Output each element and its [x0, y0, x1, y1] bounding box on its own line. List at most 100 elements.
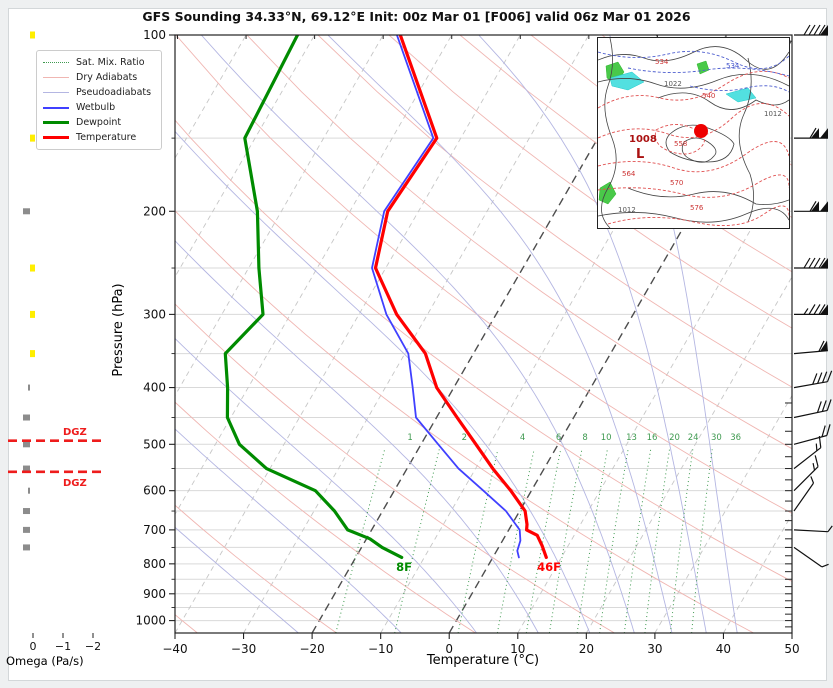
map-contour-label: 564	[622, 170, 636, 178]
barb-pennant	[820, 128, 828, 139]
isotherm	[175, 35, 521, 633]
dry-adiabat	[246, 35, 792, 450]
y-tick-label: 700	[143, 523, 166, 537]
omega-marker-gray	[23, 441, 30, 448]
temperature-curve	[373, 35, 548, 559]
barb-full	[826, 424, 831, 436]
pseudoadiabat	[200, 35, 635, 633]
map-contour-label: 1012	[764, 110, 782, 118]
isotherm	[243, 35, 590, 633]
omega-panel: 0 −1 −2	[8, 31, 102, 653]
map-precip-cyan	[609, 71, 757, 103]
y-tick-label: 400	[143, 381, 166, 395]
legend-swatch	[43, 106, 69, 109]
barb-staff	[793, 434, 827, 445]
tick-labels: −40 −30 −20 −10 0 10 20 30 40 50 100 200 300 400 500 60…	[135, 28, 799, 656]
wind-barb	[793, 399, 832, 419]
x-tick-label: 40	[716, 642, 731, 656]
barb-full	[813, 304, 821, 315]
y-tick-label: 300	[143, 307, 166, 321]
wind-barb	[794, 257, 828, 269]
wind-barb	[794, 24, 828, 36]
barb-half	[827, 525, 833, 533]
legend-item: Sat. Mix. Ratio	[43, 55, 155, 70]
dry-adiabat	[175, 401, 476, 633]
pseudoadiabat	[0, 35, 38, 633]
map-blue-contours	[598, 50, 789, 93]
omega-marker-yellow	[30, 31, 35, 39]
y-tick-label: 100	[143, 28, 166, 42]
chart-title: GFS Sounding 34.33°N, 69.12°E Init: 00z …	[142, 9, 691, 24]
x-tick-label: −10	[368, 642, 393, 656]
legend-swatch	[43, 136, 69, 139]
omega-axis-label: Omega (Pa/s)	[6, 654, 84, 668]
map-contour-label: 558	[674, 140, 687, 148]
mixing-ratio-line	[691, 449, 713, 633]
map-low-value: 1008	[629, 134, 657, 145]
isotherm	[175, 35, 384, 397]
barb-full	[809, 200, 817, 212]
map-contour-label: 576	[690, 204, 704, 212]
barb-full	[821, 400, 827, 412]
barb-pennant	[819, 340, 828, 352]
barb-staff	[793, 546, 823, 568]
pseudoadiabat	[175, 337, 477, 633]
wind-barb	[793, 424, 831, 445]
wind-barb	[794, 200, 828, 212]
barb-full	[803, 257, 811, 269]
dry-adiabat	[317, 35, 792, 388]
omega-tick-label: 0	[30, 640, 37, 653]
mixing-ratio-line	[457, 449, 499, 633]
mixing-ratio-label: 13	[626, 433, 637, 443]
barb-staff	[793, 482, 814, 512]
x-axis-label: Temperature (°C)	[426, 653, 539, 668]
barb-full	[808, 24, 816, 36]
barb-pennant	[820, 201, 828, 212]
map-contour-label: 534	[655, 58, 669, 66]
barb-full	[812, 373, 818, 385]
axes-frame	[174, 34, 793, 634]
barb-half	[821, 563, 829, 568]
legend-item: Wetbulb	[43, 100, 155, 115]
mixing-ratio-line	[623, 449, 652, 633]
map-contour-label: 570	[670, 179, 683, 187]
mixing-ratio-line	[576, 449, 608, 633]
y-tick-label: 600	[143, 484, 166, 498]
map-black-contours	[598, 38, 789, 228]
barb-full	[818, 24, 826, 36]
mixing-ratio-label: 1	[407, 433, 412, 443]
barb-full	[813, 24, 821, 36]
mixing-ratio-label: 8	[582, 433, 587, 443]
y-tick-label: 800	[143, 557, 166, 571]
barb-staff	[793, 350, 828, 355]
dry-adiabat	[175, 504, 337, 633]
isotherm	[517, 157, 792, 633]
barb-full	[818, 257, 826, 269]
barb-full	[818, 304, 826, 315]
inset-weather-map: 1008 L 534 534 540 1022 1012 558 564 570 576 1012	[597, 37, 790, 229]
y-tick-label: 1000	[135, 614, 166, 628]
legend-item: Pseudoadiabats	[43, 85, 155, 100]
barb-full	[803, 24, 811, 36]
y-axis-label: Pressure (hPa)	[111, 283, 126, 376]
barb-full	[826, 370, 833, 382]
wind-barb	[793, 455, 819, 492]
legend-item: Dry Adiabats	[43, 70, 155, 85]
mixing-ratio-label: 36	[730, 433, 741, 443]
map-contour-label: 1022	[664, 80, 682, 88]
omega-tick-label: −2	[85, 640, 101, 653]
dry-adiabat	[175, 303, 615, 633]
barb-staff	[793, 529, 828, 533]
omega-marker-gray	[23, 208, 30, 215]
wind-barb	[793, 436, 822, 470]
barb-half	[812, 463, 816, 471]
legend-label: Pseudoadiabats	[76, 87, 152, 98]
mixing-ratio-line	[394, 449, 440, 633]
barb-half	[815, 443, 818, 451]
mixing-ratio-label: 4	[520, 433, 525, 443]
barb-full	[818, 436, 822, 448]
barb-staff	[793, 381, 828, 389]
barb-pennant	[811, 128, 819, 139]
dewpoint-curve	[223, 35, 404, 559]
barb-pennant	[820, 304, 828, 315]
